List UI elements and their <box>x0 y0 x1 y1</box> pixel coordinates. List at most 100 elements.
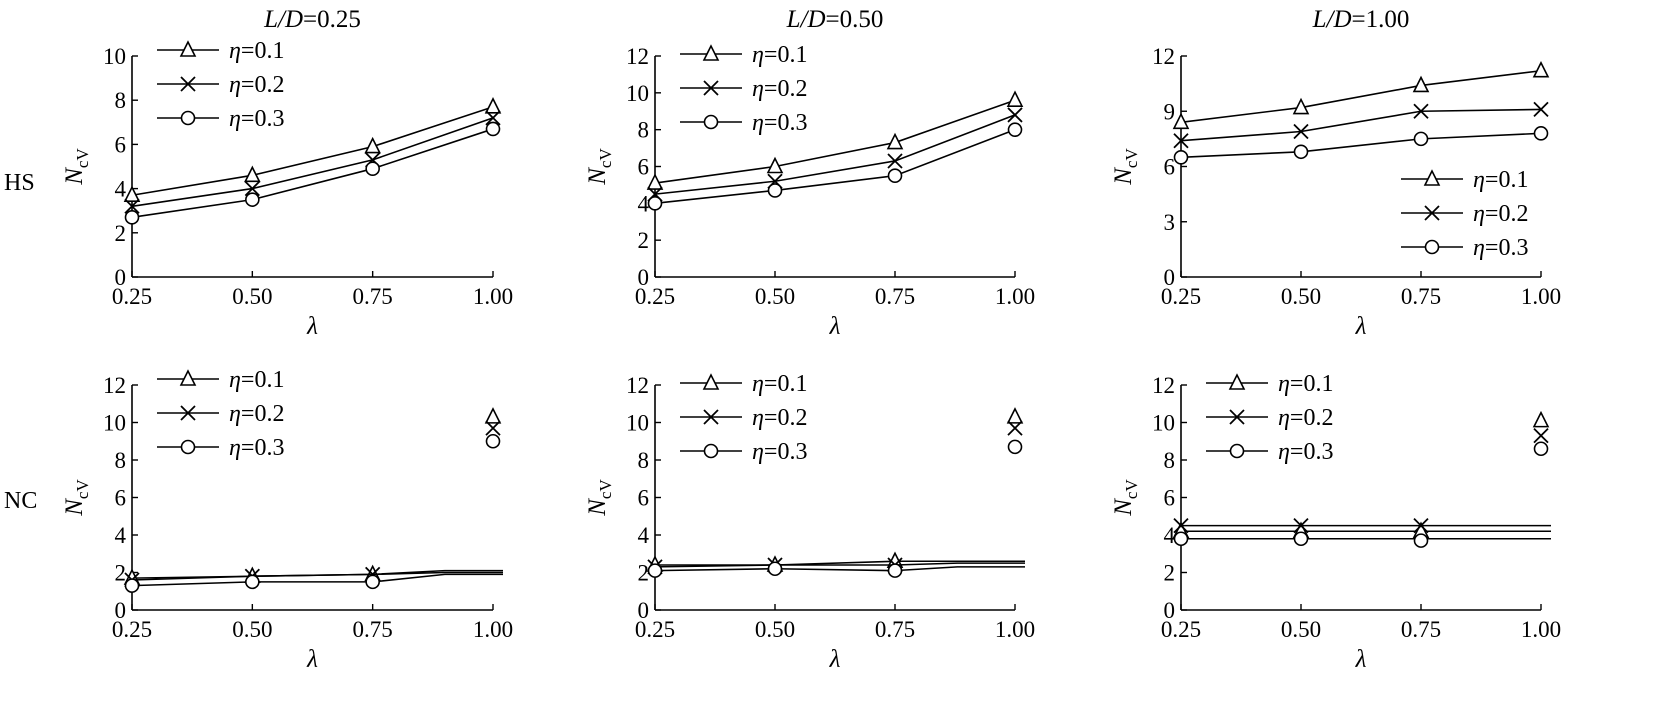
x-tick-label: 0.25 <box>112 284 152 309</box>
legend-marker <box>703 80 719 96</box>
data-point <box>1173 149 1189 165</box>
series-3 <box>124 433 503 593</box>
series-3 <box>1173 441 1551 548</box>
y-tick-label: 10 <box>626 81 649 106</box>
series-line <box>131 573 503 587</box>
y-tick-label: 6 <box>638 486 650 511</box>
x-tick-label: 0.25 <box>635 617 675 642</box>
legend-label: η=0.3 <box>752 439 807 465</box>
series-2 <box>124 110 501 214</box>
legend-item: η=0.1 <box>680 42 807 68</box>
data-point <box>1172 112 1190 130</box>
data-point <box>767 561 783 577</box>
data-point <box>365 161 380 177</box>
x-tick-label: 0.75 <box>875 284 915 309</box>
legend-label: η=0.2 <box>752 76 807 102</box>
x-tick-label: 0.50 <box>232 284 272 309</box>
x-tick-label: 1.00 <box>995 284 1035 309</box>
series-3 <box>124 121 501 225</box>
y-tick-label: 6 <box>1164 486 1176 511</box>
legend-item: η=0.3 <box>1206 439 1333 465</box>
data-point <box>244 180 260 197</box>
x-tick-label: 1.00 <box>1521 284 1561 309</box>
legend-item: η=0.1 <box>680 371 807 397</box>
data-point <box>1173 517 1189 534</box>
legend-marker <box>179 369 197 386</box>
y-tick-label: 8 <box>115 448 127 473</box>
series-1 <box>123 97 502 203</box>
legend-item: η=0.3 <box>680 439 807 465</box>
legend-marker <box>1229 409 1245 425</box>
x-tick-label: 0.50 <box>1281 617 1321 642</box>
legend-label: η=0.2 <box>752 405 807 431</box>
legend-item: η=0.1 <box>1206 371 1333 397</box>
legend-item: η=0.2 <box>680 405 807 431</box>
series-1 <box>646 407 1025 572</box>
series-2 <box>647 107 1023 202</box>
y-tick-label: 0 <box>115 265 127 290</box>
data-point <box>364 136 381 154</box>
row-label-hs: HS <box>4 170 35 196</box>
y-axis-title: NcV <box>61 148 92 186</box>
y-tick-label: 4 <box>1164 523 1176 548</box>
legend-label: η=0.1 <box>752 42 807 68</box>
data-point <box>1007 420 1023 436</box>
y-tick-label: 12 <box>1152 373 1175 398</box>
y-tick-label: 8 <box>638 448 650 473</box>
data-point <box>1413 533 1429 548</box>
x-tick-label: 0.50 <box>232 617 272 642</box>
data-point <box>886 132 904 150</box>
column-title: L/D=1.00 <box>1312 6 1410 33</box>
series-line <box>1180 69 1542 124</box>
data-point <box>767 183 783 198</box>
series-2 <box>1173 101 1549 149</box>
legend-marker <box>1423 169 1441 186</box>
column-title: L/D=0.25 <box>263 6 361 33</box>
legend-item: η=0.2 <box>157 401 284 427</box>
data-point <box>887 563 903 578</box>
data-point <box>1006 407 1024 424</box>
data-point <box>1007 439 1023 455</box>
legend-label: η=0.1 <box>229 367 284 393</box>
data-point <box>485 110 501 126</box>
data-point <box>1292 97 1310 115</box>
legend: η=0.1 η=0.2 η=0.3 <box>1401 167 1528 261</box>
legend: η=0.1 η=0.2 η=0.3 <box>157 38 284 132</box>
legend-marker <box>1424 239 1440 255</box>
series-3 <box>647 439 1025 578</box>
legend-marker <box>179 40 197 57</box>
y-tick-label: 2 <box>638 228 650 253</box>
legend-label: η=0.2 <box>229 401 284 427</box>
data-point <box>1173 531 1189 547</box>
legend-label: η=0.2 <box>1278 405 1333 431</box>
y-tick-label: 0 <box>115 598 127 623</box>
y-tick-label: 2 <box>638 561 650 586</box>
x-tick-label: 1.00 <box>995 617 1035 642</box>
legend-marker <box>1424 205 1440 221</box>
legend-marker <box>1229 443 1245 459</box>
x-tick-label: 0.50 <box>755 617 795 642</box>
x-tick-label: 0.50 <box>1281 284 1321 309</box>
x-tick-label: 0.75 <box>1401 617 1441 642</box>
data-point <box>245 574 260 590</box>
data-point <box>124 210 140 225</box>
legend: η=0.1 η=0.2 η=0.3 <box>680 42 807 136</box>
data-point <box>123 185 141 203</box>
series-1 <box>1172 60 1550 130</box>
y-tick-label: 10 <box>103 411 126 436</box>
legend-label: η=0.1 <box>752 371 807 397</box>
legend: η=0.1 η=0.2 η=0.3 <box>680 371 807 465</box>
y-tick-label: 4 <box>638 523 650 548</box>
data-point <box>1293 517 1309 534</box>
data-point <box>1293 531 1309 547</box>
data-point <box>245 192 260 207</box>
legend-label: η=0.3 <box>1278 439 1333 465</box>
y-tick-label: 12 <box>1152 44 1175 69</box>
legend-marker <box>1228 373 1246 390</box>
legend-marker <box>180 439 196 455</box>
